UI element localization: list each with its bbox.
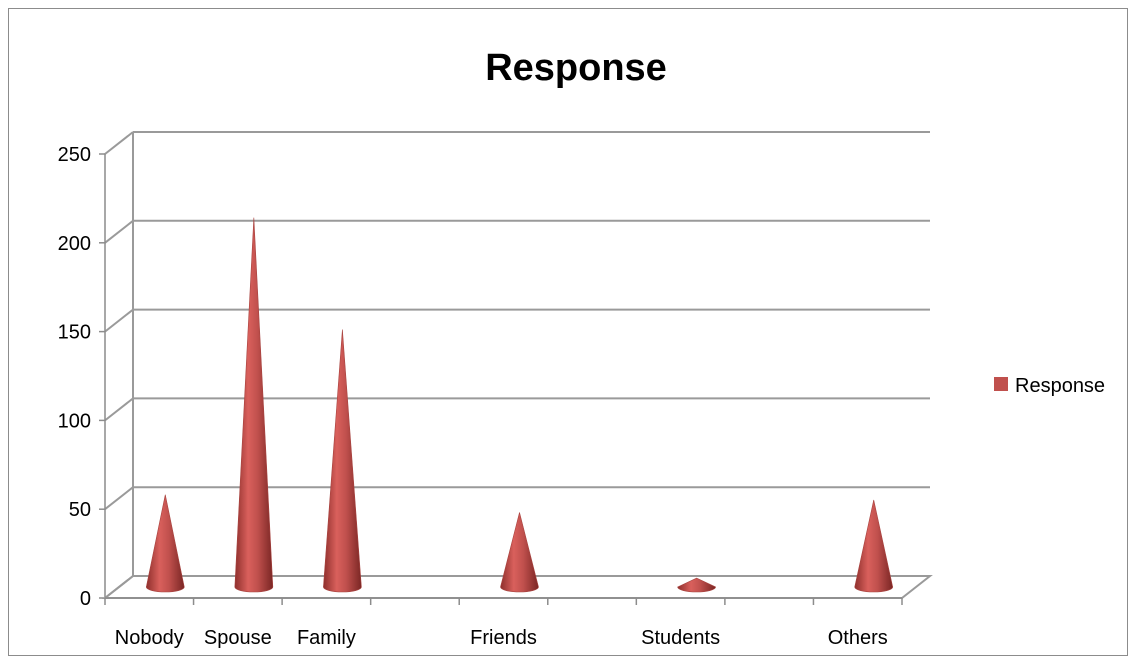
x-tick-label: Friends [470,627,537,649]
y-tick-label: 150 [58,322,91,344]
y-tick-label: 0 [80,588,91,610]
chart-title: Response [485,47,667,89]
axes [99,132,933,605]
legend-swatch [994,377,1008,391]
y-tick-labels: 0 50 100 150 200 250 [58,144,91,610]
legend: Response [994,375,1105,397]
cone [854,499,894,593]
cone [234,217,274,593]
gridline-depth [104,397,134,422]
chart-frame [8,8,1128,656]
legend-label: Response [1015,375,1105,397]
gridline-depth [104,220,134,244]
y-tick-label: 200 [58,233,91,255]
gridline-depth [104,131,134,155]
cone [145,494,185,593]
x-tick-label: Students [641,627,720,649]
y-tick-label: 100 [58,410,91,432]
y-tick-label: 50 [69,499,91,521]
cone [677,577,716,593]
x-tick-label: Family [297,627,356,649]
y-tick-label: 250 [58,144,91,166]
gridline-depth [104,308,134,333]
cone [323,329,362,593]
x-tick-label: Nobody [115,627,184,649]
x-tick-label: Spouse [204,627,272,649]
cone [500,512,539,593]
gridline-depth [104,486,134,510]
x-tick-labels: Nobody Spouse Family Friends Students Others [115,627,888,649]
cones [145,217,894,593]
x-tick-label: Others [828,627,888,649]
